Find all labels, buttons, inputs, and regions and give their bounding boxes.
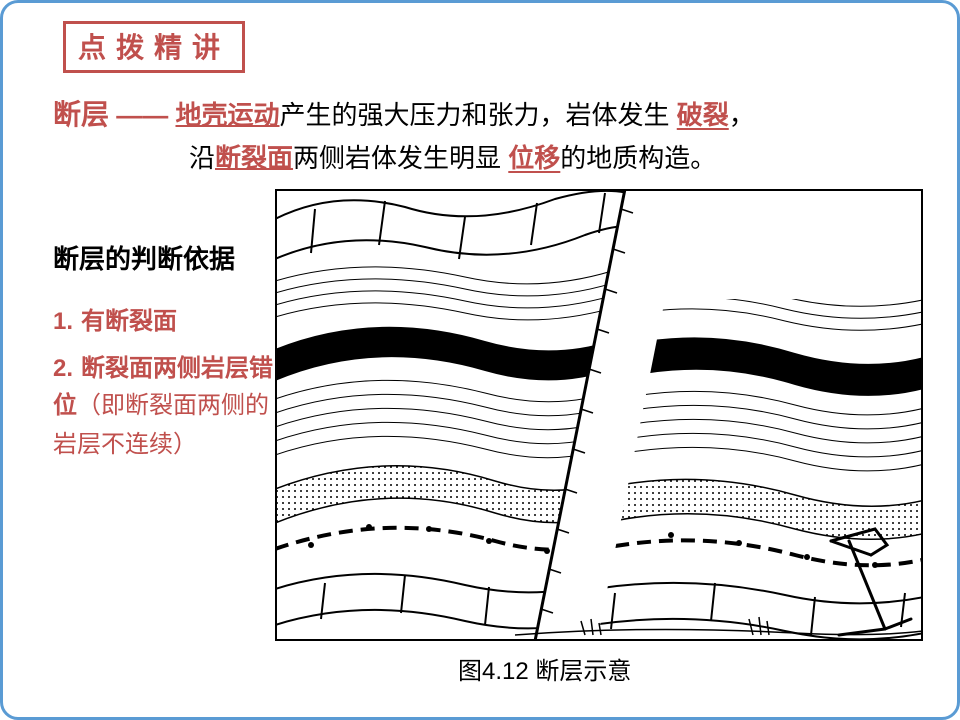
section-badge: 点拨精讲 bbox=[63, 21, 245, 73]
criteria-item-2: 2.断裂面两侧岩层错位（即断裂面两侧的岩层不连续） bbox=[53, 350, 273, 464]
item-num: 1. bbox=[53, 303, 81, 340]
figure-caption: 图4.12 断层示意 bbox=[458, 651, 631, 686]
keyword-crustal-movement: 地壳运动 bbox=[175, 100, 279, 130]
item-text: 有断裂面 bbox=[81, 308, 177, 335]
item-note: （即断裂面两侧的岩层不连续） bbox=[53, 393, 269, 457]
criteria-item-1: 1.有断裂面 bbox=[53, 303, 273, 340]
fault-svg bbox=[275, 189, 923, 641]
def-t1: 产生的强大压力和张力，岩体发生 bbox=[280, 100, 670, 130]
dash: —— bbox=[116, 100, 168, 130]
def-t5: 的地质构造。 bbox=[560, 143, 716, 173]
criteria-title: 断层的判断依据 bbox=[53, 239, 235, 276]
def-t4: 两侧岩体发生明显 bbox=[293, 143, 501, 173]
def-t3: 沿 bbox=[189, 143, 215, 173]
keyword-fault-plane: 断裂面 bbox=[215, 143, 293, 173]
term: 断层 bbox=[53, 99, 109, 130]
keyword-displacement: 位移 bbox=[508, 143, 560, 173]
criteria-list: 1.有断裂面 2.断裂面两侧岩层错位（即断裂面两侧的岩层不连续） bbox=[53, 303, 273, 474]
def-t2: ， bbox=[729, 100, 755, 130]
keyword-rupture: 破裂 bbox=[677, 100, 729, 130]
definition-block: 断层 —— 地壳运动产生的强大压力和张力，岩体发生 破裂， 沿断裂面两侧岩体发生… bbox=[53, 93, 917, 179]
item-num: 2. bbox=[53, 350, 81, 387]
fault-diagram bbox=[275, 189, 923, 641]
